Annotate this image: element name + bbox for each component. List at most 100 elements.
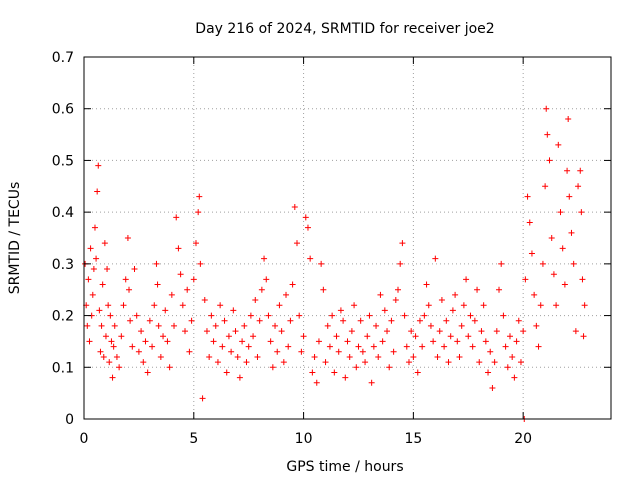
data-point [190, 276, 197, 283]
data-point [102, 333, 109, 340]
data-point [342, 374, 349, 381]
data-point [449, 307, 456, 314]
data-point [116, 364, 123, 371]
data-point [175, 245, 182, 252]
data-point [108, 338, 115, 345]
data-point [245, 343, 252, 350]
data-point [346, 353, 353, 360]
data-point [392, 297, 399, 304]
data-point [579, 276, 586, 283]
data-point [427, 322, 434, 329]
data-point [405, 359, 412, 366]
data-point [135, 348, 142, 355]
data-point [105, 302, 112, 309]
data-point [469, 343, 476, 350]
data-point [502, 343, 509, 350]
data-point [390, 348, 397, 355]
data-point [421, 312, 428, 319]
data-point [542, 183, 549, 190]
data-point [580, 333, 587, 340]
data-point [355, 343, 362, 350]
data-point [386, 364, 393, 371]
data-point [515, 317, 522, 324]
data-point [225, 333, 232, 340]
x-tick-label: 10 [295, 431, 313, 447]
data-point [377, 291, 384, 298]
data-point [496, 286, 503, 293]
data-point [430, 338, 437, 345]
data-point [373, 322, 380, 329]
data-point [236, 374, 243, 381]
x-tick-label: 20 [514, 431, 532, 447]
data-point [307, 255, 314, 262]
data-point [210, 338, 217, 345]
data-point [90, 266, 97, 273]
data-point [366, 312, 373, 319]
data-point [287, 317, 294, 324]
data-point [241, 322, 248, 329]
data-point [575, 183, 582, 190]
data-point [263, 276, 270, 283]
data-point [368, 379, 375, 386]
data-point [522, 276, 529, 283]
data-point [401, 312, 408, 319]
data-point [157, 353, 164, 360]
data-point [408, 328, 415, 335]
data-point [146, 317, 153, 324]
data-point [196, 193, 203, 200]
data-point [283, 291, 290, 298]
data-point [86, 338, 93, 345]
data-point [443, 317, 450, 324]
data-point [309, 369, 316, 376]
data-point [395, 286, 402, 293]
data-point [559, 245, 566, 252]
y-tick-label: 0.7 [52, 50, 74, 66]
data-point [293, 240, 300, 247]
data-point [133, 312, 140, 319]
data-point [555, 141, 562, 148]
data-point [557, 209, 564, 216]
data-point [322, 359, 329, 366]
data-point [493, 328, 500, 335]
data-point [118, 333, 125, 340]
data-point [85, 276, 92, 283]
data-point [454, 338, 461, 345]
data-point [344, 338, 351, 345]
data-point [441, 343, 448, 350]
data-point [199, 395, 206, 402]
data-point [154, 281, 161, 288]
data-point [568, 229, 575, 236]
data-point [182, 328, 189, 335]
data-point [528, 250, 535, 257]
y-tick-label: 0.2 [52, 309, 74, 325]
data-point [331, 369, 338, 376]
data-point [101, 240, 108, 247]
data-point [219, 343, 226, 350]
data-point [149, 343, 156, 350]
data-point [300, 333, 307, 340]
data-point [184, 286, 191, 293]
data-point [274, 348, 281, 355]
data-point [269, 364, 276, 371]
data-point [491, 359, 498, 366]
data-point [142, 338, 149, 345]
data-point [164, 338, 171, 345]
data-point [232, 328, 239, 335]
data-point [302, 214, 309, 221]
data-point [564, 167, 571, 174]
data-point [94, 188, 101, 195]
data-point [384, 328, 391, 335]
data-point [335, 348, 342, 355]
data-point [203, 328, 210, 335]
y-axis-label: SRMTID / TECUs [7, 182, 23, 295]
x-tick-labels: 0 5 10 15 20 [80, 431, 533, 447]
data-point [265, 312, 272, 319]
data-point [471, 317, 478, 324]
data-point [357, 317, 364, 324]
data-point [144, 369, 151, 376]
data-point [498, 260, 505, 267]
data-point [565, 116, 572, 123]
chart-title: Day 216 of 2024, SRMTID for receiver joe… [195, 21, 494, 37]
data-point [543, 105, 550, 112]
